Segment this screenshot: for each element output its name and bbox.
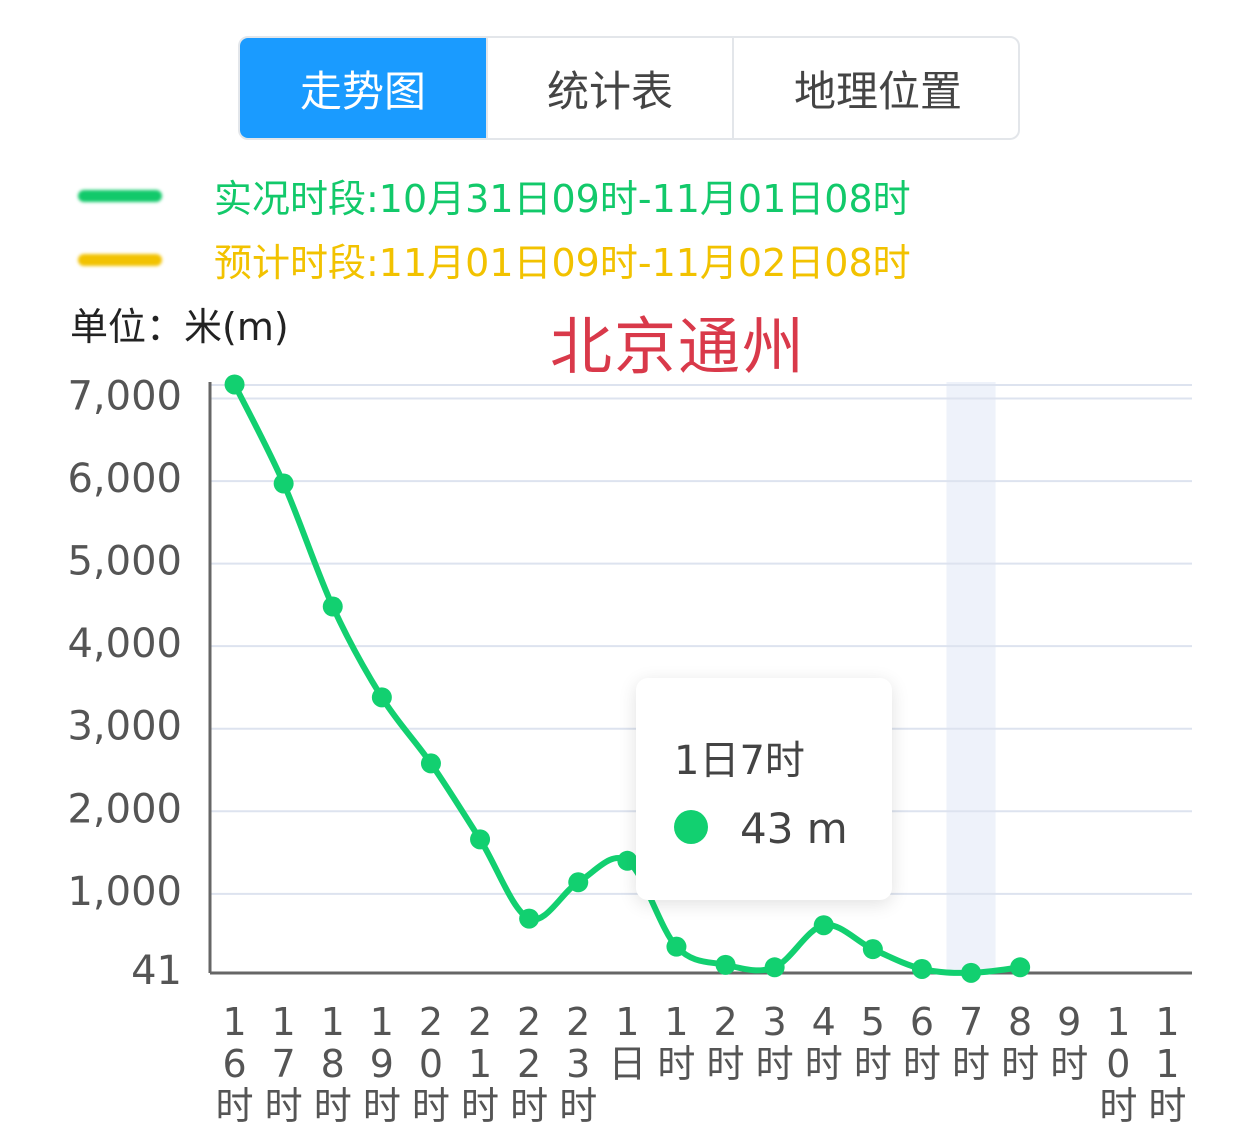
tooltip-value: 43 m <box>740 804 848 853</box>
x-tick-label: 19时 <box>362 1000 401 1128</box>
x-tick-label: 9时 <box>1050 1000 1089 1086</box>
tab[interactable]: 地理位置 <box>793 66 962 116</box>
y-tick-label: 3,000 <box>67 704 182 750</box>
x-tick-label: 8时 <box>1001 1000 1040 1086</box>
point <box>1010 957 1031 978</box>
tab-bar: 走势图 统计表 地理位置 <box>238 36 1020 140</box>
point <box>420 753 441 774</box>
point <box>666 936 687 957</box>
x-tick-label: 21时 <box>461 1000 500 1128</box>
x-tick-label: 1时 <box>657 1000 696 1086</box>
legend-swatch <box>78 189 162 202</box>
x-tick-label: 18时 <box>313 1000 352 1128</box>
point <box>715 954 736 975</box>
x-tick-label: 1日 <box>608 1000 647 1086</box>
x-tick-label: 17时 <box>264 1000 303 1128</box>
legend-text: 预计时段:11月01日09时-11月02日08时 <box>214 241 911 285</box>
y-tick-label: 5,000 <box>67 539 182 585</box>
legend-item: 预计时段:11月01日09时-11月02日08时 <box>78 232 911 287</box>
x-tick-label: 3时 <box>755 1000 794 1086</box>
x-tick-label: 2时 <box>706 1000 745 1086</box>
legend-item: 实况时段:10月31日09时-11月01日08时 <box>78 168 911 223</box>
point <box>273 473 294 494</box>
point <box>224 374 245 395</box>
x-tick-label: 11时 <box>1148 1000 1187 1128</box>
chart-title: 北京通州 <box>550 310 807 383</box>
y-tick-label: 6,000 <box>67 456 182 502</box>
point <box>617 850 638 871</box>
x-tick-label: 20时 <box>411 1000 450 1128</box>
y-tick-label: 4,000 <box>67 621 182 667</box>
point <box>470 829 491 850</box>
tab[interactable]: 走势图 <box>240 38 488 138</box>
x-tick-label: 16时 <box>215 1000 254 1128</box>
tab[interactable]: 统计表 <box>488 38 734 138</box>
line <box>231 383 1021 976</box>
point <box>764 957 785 978</box>
y-tick-label: 41 <box>131 948 182 994</box>
tooltip-title: 1日7时 <box>674 738 805 784</box>
x-tick-label: 5时 <box>853 1000 892 1086</box>
point <box>911 958 932 979</box>
y-tick-label: 7,000 <box>67 374 182 420</box>
legend-swatch <box>78 253 162 266</box>
tooltip-dot <box>674 810 708 844</box>
legend-text: 实况时段:10月31日09时-11月01日08时 <box>214 177 911 221</box>
point <box>371 687 392 708</box>
point <box>568 872 589 893</box>
y-tick-label: 1,000 <box>67 869 182 915</box>
tooltip: 1日7时 43 m <box>636 678 892 900</box>
point <box>519 908 540 929</box>
point <box>862 939 883 960</box>
x-tick-label: 6时 <box>902 1000 941 1086</box>
x-tick-label: 7时 <box>952 1000 991 1086</box>
x-tick-label: 23时 <box>559 1000 598 1128</box>
point <box>813 915 834 936</box>
x-tick-label: 4时 <box>804 1000 843 1086</box>
unit-label: 单位：米(m) <box>70 305 289 349</box>
point <box>961 962 982 983</box>
highlight-band <box>946 382 996 973</box>
x-tick-label: 10时 <box>1099 1000 1138 1128</box>
point <box>322 596 343 617</box>
y-tick-label: 2,000 <box>67 786 182 832</box>
x-tick-label: 22时 <box>510 1000 549 1128</box>
